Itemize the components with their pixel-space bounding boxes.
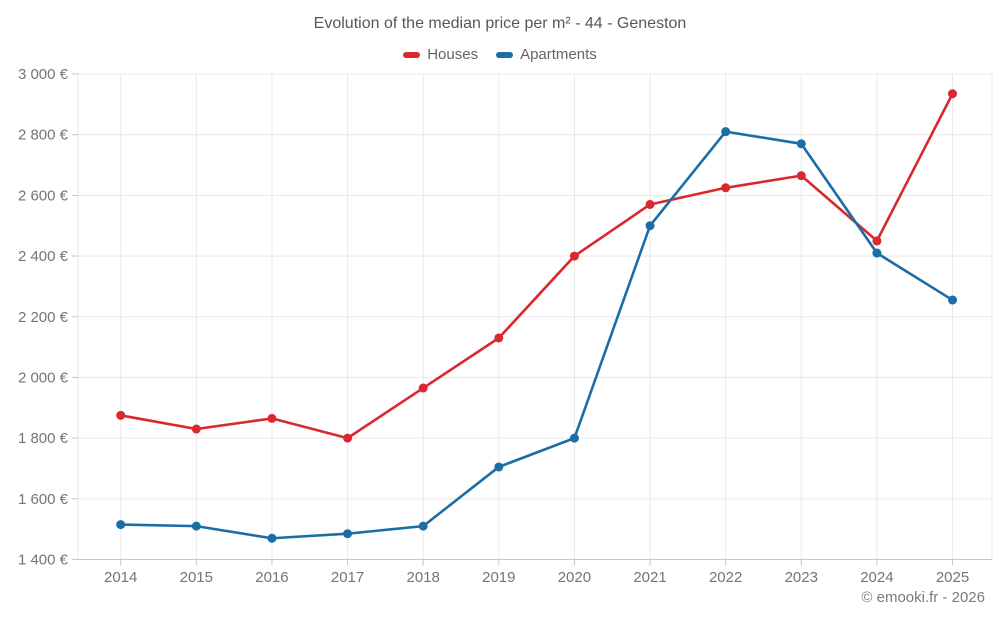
x-tick-label: 2020 (558, 569, 591, 586)
data-point-houses-2024[interactable] (872, 236, 882, 246)
x-tick-label: 2017 (331, 569, 364, 586)
y-tick-label: 2 400 € (18, 248, 69, 265)
data-point-apartments-2024[interactable] (872, 248, 882, 258)
data-point-houses-2021[interactable] (645, 199, 655, 209)
data-point-apartments-2015[interactable] (191, 521, 201, 531)
watermark-credit: © emooki.fr - 2026 (861, 589, 985, 606)
x-tick-label: 2014 (104, 569, 137, 586)
x-tick-label: 2015 (180, 569, 213, 586)
data-point-apartments-2022[interactable] (721, 127, 731, 137)
y-tick-label: 1 800 € (18, 430, 69, 447)
data-point-houses-2016[interactable] (267, 413, 277, 423)
series-line-houses (119, 92, 954, 440)
data-point-houses-2023[interactable] (796, 171, 806, 181)
data-point-houses-2020[interactable] (569, 251, 579, 261)
legend-item-houses[interactable]: Houses (403, 46, 478, 63)
data-point-apartments-2017[interactable] (343, 529, 353, 539)
chart-title: Evolution of the median price per m² - 4… (313, 15, 687, 32)
series-line-apartments (119, 130, 954, 540)
data-point-houses-2018[interactable] (418, 383, 428, 393)
y-tick-label: 2 800 € (18, 127, 69, 144)
data-point-apartments-2020[interactable] (569, 433, 579, 443)
x-tick-label: 2023 (785, 569, 818, 586)
y-tick-label: 1 600 € (18, 491, 69, 508)
legend-item-apartments[interactable]: Apartments (496, 46, 597, 63)
houses-series-swatch-icon (403, 51, 421, 58)
y-tick-label: 2 200 € (18, 309, 69, 326)
legend-label-houses: Houses (427, 46, 479, 63)
data-point-apartments-2025[interactable] (948, 295, 958, 305)
y-tick-label: 2 600 € (18, 187, 69, 204)
x-tick-label: 2016 (255, 569, 288, 586)
x-tick-label: 2025 (936, 569, 969, 586)
data-point-apartments-2018[interactable] (418, 521, 428, 531)
data-point-apartments-2016[interactable] (267, 533, 277, 543)
x-tick-label: 2019 (482, 569, 515, 586)
data-point-houses-2015[interactable] (191, 424, 201, 434)
x-tick-label: 2022 (709, 569, 742, 586)
chart-legend: Houses Apartments (0, 46, 1000, 63)
data-point-houses-2019[interactable] (494, 333, 504, 343)
legend-label-apartments: Apartments (520, 46, 597, 63)
data-point-apartments-2023[interactable] (796, 139, 806, 149)
y-tick-label: 1 400 € (18, 552, 69, 569)
data-point-houses-2022[interactable] (721, 183, 731, 193)
data-point-houses-2025[interactable] (948, 89, 958, 99)
x-tick-label: 2024 (860, 569, 893, 586)
x-tick-label: 2018 (406, 569, 439, 586)
data-point-apartments-2019[interactable] (494, 462, 504, 472)
data-point-apartments-2021[interactable] (645, 221, 655, 231)
data-point-houses-2017[interactable] (343, 433, 353, 443)
data-point-houses-2014[interactable] (116, 410, 126, 420)
apartments-series-swatch-icon (496, 51, 514, 58)
y-tick-label: 3 000 € (18, 66, 69, 83)
data-point-apartments-2014[interactable] (116, 520, 126, 530)
x-tick-label: 2021 (633, 569, 666, 586)
y-tick-label: 2 000 € (18, 369, 69, 386)
